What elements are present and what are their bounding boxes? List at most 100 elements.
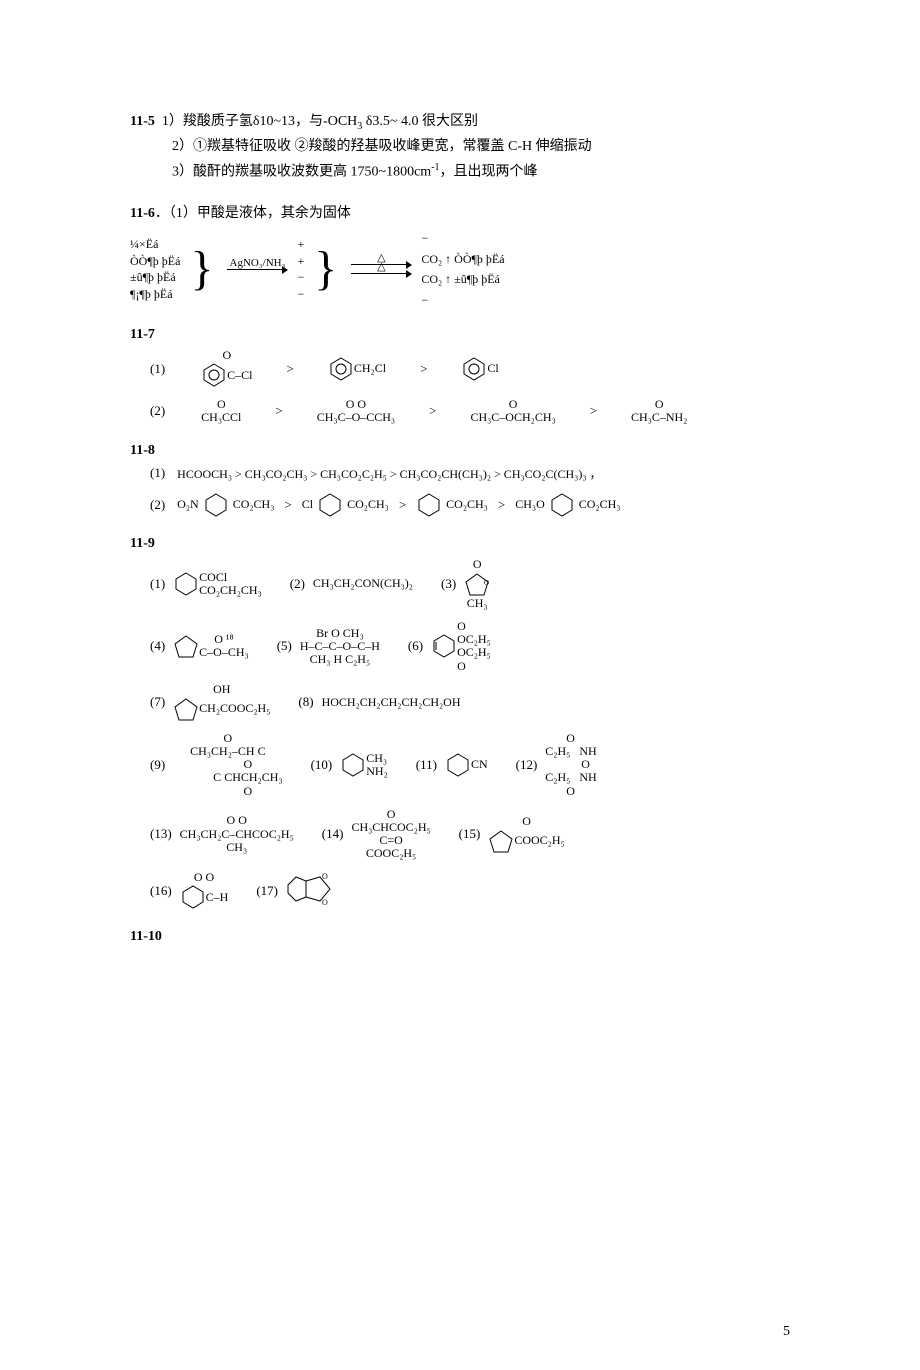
- text: C: [213, 771, 224, 784]
- item-number: (3): [441, 576, 456, 592]
- text: O: [457, 660, 466, 673]
- answer-item: (14) O CH₃CHCOC₂H₅ C=O COOC₂H₅: [322, 808, 431, 861]
- item-number: (16): [150, 883, 172, 899]
- gt-symbol: >: [287, 361, 294, 377]
- problem-11-7: 11-7 (1) O C–Cl > CH₂Cl > Cl (2): [130, 327, 790, 425]
- answer-item: (3) O O CH₃: [441, 558, 490, 610]
- cyclohexene-icon: [431, 633, 457, 659]
- cyclohexanone-icon: [180, 884, 206, 910]
- document-page: 11-5 1）羧酸质子氢δ10~13，与-OCH3 δ3.5~ 4.0 很大区别…: [0, 0, 920, 1370]
- answer-row: (1) HCOOCH₃ > CH₃CO₂CH₃ > CH₃CO₂C₂H₅ > C…: [150, 465, 790, 482]
- text: CH₂Cl: [354, 361, 386, 376]
- answer-row: (1) COCl CO₂CH₂CH₃ (2) CH₃CH₂CON(CH₃)₂ (…: [150, 558, 790, 610]
- structure: COCl CO₂CH₂CH₃: [199, 571, 262, 597]
- answer-item: (6) O OC₂H₅ OC₂H₅ O: [408, 620, 491, 673]
- text: CO₂CH₃: [347, 497, 389, 512]
- structure: O CH₃CH₂–CH C O C CHCH₂CH₃ O: [173, 732, 282, 798]
- answer-row: (16) O O C–H (17) OO: [150, 871, 790, 911]
- benzene-icon: [445, 752, 471, 778]
- gt-symbol: >: [284, 497, 291, 513]
- lactone-ring-icon: O: [464, 571, 490, 597]
- problem-11-9: 11-9 (1) COCl CO₂CH₂CH₃ (2) CH₃CH₂CON(CH…: [130, 536, 790, 911]
- answer-item: (16) O O C–H: [150, 871, 228, 910]
- structure: O O C–H: [180, 871, 229, 910]
- arrow-icon: AgNO₃/NH₃: [227, 269, 287, 270]
- text: CH₃C–OCH₂CH₃: [470, 411, 555, 424]
- item-number: (5): [277, 638, 292, 654]
- text: C₂H₅ NH: [545, 771, 596, 784]
- text: CO₂ ↑ ±û¶þ þËá: [421, 271, 500, 288]
- structure: O O CH₃CH₂C–CHCOC₂H₅ CH₃: [180, 814, 294, 854]
- text: C–O–CH₃: [199, 646, 249, 659]
- text: CN: [471, 757, 488, 772]
- answer-item: (12) O C₂H₅ NH O C₂H₅ NH O: [516, 732, 597, 798]
- item-number: (7): [150, 694, 165, 710]
- item-number: (2): [290, 576, 305, 592]
- reaction-scheme: ¼×Ëá ÒÒ¶þ þËá ±û¶þ þËá ¶¡¶þ þËá } AgNO₃/…: [130, 230, 790, 309]
- text: C: [255, 745, 266, 758]
- text: ÒÒ¶þ þËá: [130, 253, 180, 270]
- cyclopentane-icon: [173, 633, 199, 659]
- answer-item: (7) OH CH₂COOC₂H₅: [150, 683, 270, 722]
- problem-11-8: 11-8 (1) HCOOCH₃ > CH₃CO₂CH₃ > CH₃CO₂C₂H…: [130, 443, 790, 518]
- item-number: (12): [516, 757, 538, 773]
- benzene-icon: [549, 492, 575, 518]
- problem-11-6: 11-6．（1）甲酸是液体，其余为固体 ¼×Ëá ÒÒ¶þ þËá ±û¶þ þ…: [130, 202, 790, 309]
- text: 3）酸酐的羰基吸收波数更高 1750~1800cm: [172, 164, 431, 179]
- structure: O ¹⁸C–O–CH₃: [199, 633, 249, 659]
- problem-label: 11-7: [130, 327, 155, 342]
- text: O: [223, 349, 232, 362]
- structure: O C₂H₅ NH O C₂H₅ NH O: [545, 732, 596, 798]
- text-line: 2）①羰基特征吸收 ②羧酸的羟基吸收峰更宽，常覆盖 C-H 伸缩振动: [130, 135, 790, 159]
- answer-item: (17) OO: [256, 871, 346, 911]
- problem-label: 11-5: [130, 114, 155, 129]
- text: CH₃CCl: [201, 411, 241, 424]
- text: O: [545, 785, 575, 798]
- answer-row: (7) OH CH₂COOC₂H₅ (8) HOCH₂CH₂CH₂CH₂CH₂O…: [150, 683, 790, 722]
- benzene-icon: [461, 356, 487, 382]
- structure: OH CH₂COOC₂H₅: [173, 683, 270, 722]
- answer-item: (4) O ¹⁸C–O–CH₃: [150, 633, 249, 659]
- text: COCl: [199, 571, 227, 584]
- answer-item: (9) O CH₃CH₂–CH C O C CHCH₂CH₃ O: [150, 732, 283, 798]
- text: CH₃ H C₂H₅: [310, 653, 371, 666]
- text: ¼×Ëá: [130, 236, 158, 253]
- structure: O COOC₂H₅: [488, 815, 564, 854]
- text: 1）羧酸质子氢δ10~13，与-OCH: [162, 114, 357, 129]
- item-number: (6): [408, 638, 423, 654]
- item-number: (4): [150, 638, 165, 654]
- text: O₂N: [177, 497, 199, 512]
- problem-label: 11-9: [130, 536, 155, 551]
- brace-icon: }: [190, 245, 213, 293]
- text: Cl: [487, 361, 498, 376]
- text: CH₂COOC₂H₅: [199, 702, 270, 715]
- text-line: 3）酸酐的羰基吸收波数更高 1750~1800cm-1，且出现两个峰: [130, 159, 790, 184]
- answer-item: (1) COCl CO₂CH₂CH₃: [150, 571, 262, 597]
- text: CHCH₂CH₃: [224, 771, 282, 784]
- text: −: [297, 269, 304, 286]
- cyclopentanone-icon: [488, 828, 514, 854]
- superscript: -1: [431, 162, 439, 173]
- text: CO₂CH₃: [579, 497, 621, 512]
- spiro-structure-icon: OO: [286, 871, 346, 911]
- text: δ3.5~ 4.0 很大区别: [362, 114, 478, 129]
- gt-symbol: >: [429, 403, 436, 419]
- problem-label: 11-6: [130, 206, 155, 221]
- item-number: (1): [150, 361, 165, 377]
- structure: OCH₃C–NH₂: [631, 398, 687, 424]
- item-number: (9): [150, 757, 165, 773]
- answer-item: (2) CH₃CH₂CON(CH₃)₂: [290, 576, 413, 592]
- text: CO₂CH₃: [446, 497, 488, 512]
- benzene-icon: [203, 492, 229, 518]
- text: Cl: [302, 497, 313, 512]
- item-number: (10): [311, 757, 333, 773]
- text: ．（1）甲酸是液体，其余为固体: [155, 206, 351, 221]
- text: CO₂CH₃: [233, 497, 275, 512]
- answer-item: (8) HOCH₂CH₂CH₂CH₂CH₂OH: [298, 694, 460, 710]
- text: O O: [227, 814, 247, 827]
- text: CH₃CH₂CON(CH₃)₂: [313, 576, 413, 591]
- item-number: (13): [150, 826, 172, 842]
- svg-text:O: O: [484, 579, 489, 587]
- item-number: (14): [322, 826, 344, 842]
- text: +: [297, 253, 304, 270]
